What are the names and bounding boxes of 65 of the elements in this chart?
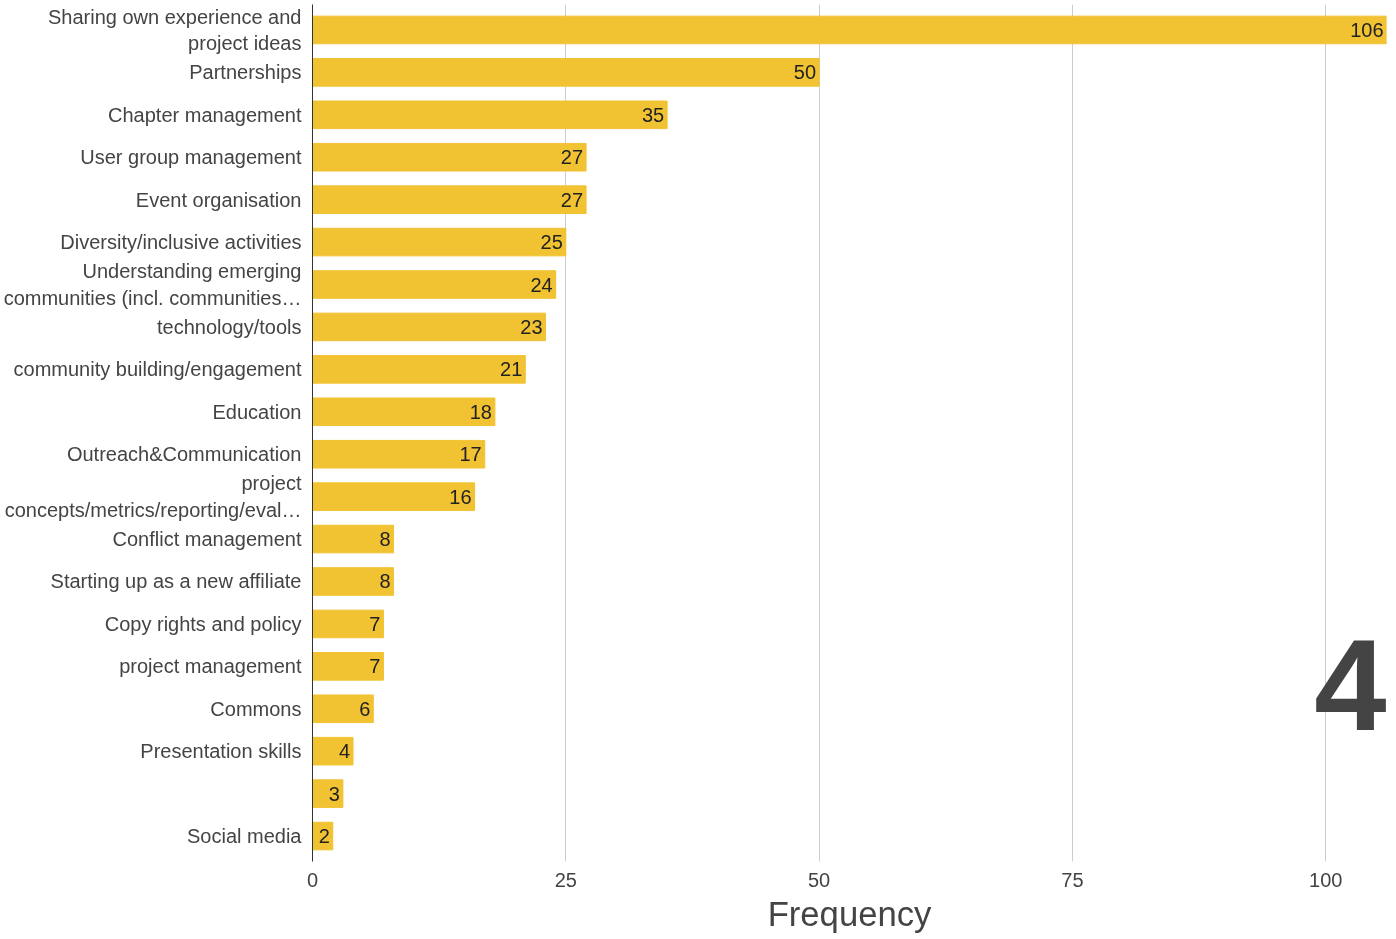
data-label: 24 bbox=[530, 273, 553, 296]
data-label: 8 bbox=[379, 528, 391, 551]
bar bbox=[312, 609, 384, 639]
data-label: 18 bbox=[469, 400, 492, 423]
y-tick-label: Event organisation bbox=[135, 188, 302, 211]
bar bbox=[312, 779, 344, 808]
bar bbox=[312, 58, 820, 87]
bar bbox=[312, 312, 547, 342]
y-tick-label: Diversity/inclusive activities bbox=[60, 231, 302, 254]
y-tick-label: Copy rights and policy bbox=[104, 612, 302, 635]
y-tick-label: community building/engagement bbox=[13, 358, 302, 381]
bar bbox=[312, 270, 557, 299]
bar bbox=[312, 185, 587, 214]
y-tick-label: Education bbox=[212, 400, 302, 423]
x-axis-title: Frequency bbox=[767, 894, 933, 933]
bar bbox=[312, 15, 1387, 45]
y-tick-label: Chapter management bbox=[108, 103, 302, 126]
data-label: 23 bbox=[520, 315, 543, 338]
bar bbox=[312, 736, 354, 766]
bar bbox=[312, 355, 526, 384]
bar bbox=[312, 227, 567, 257]
x-tick-label: 100 bbox=[1309, 868, 1343, 891]
data-label: 3 bbox=[328, 782, 340, 805]
data-label: 8 bbox=[379, 570, 391, 593]
data-label: 25 bbox=[540, 231, 563, 254]
y-tick-label: Understanding emerging communities (incl. communities… bbox=[3, 260, 302, 309]
y-tick-label: project management bbox=[119, 655, 302, 678]
y-tick-label: Commons bbox=[210, 697, 302, 720]
data-label: 6 bbox=[359, 697, 371, 720]
data-label: 27 bbox=[560, 188, 584, 211]
data-label: 7 bbox=[369, 612, 381, 635]
data-label: 16 bbox=[449, 485, 472, 508]
data-label: 50 bbox=[793, 61, 817, 84]
bar bbox=[312, 567, 395, 596]
y-tick-label: Partnerships bbox=[189, 61, 302, 84]
data-label: 7 bbox=[369, 655, 381, 678]
x-tick-label: 25 bbox=[554, 868, 577, 891]
data-label: 4 bbox=[338, 740, 351, 763]
data-label: 35 bbox=[641, 103, 665, 126]
data-label: 27 bbox=[560, 146, 584, 169]
annotation: 4 bbox=[1314, 611, 1387, 758]
bar bbox=[312, 439, 486, 469]
x-tick-label: 0 bbox=[306, 868, 319, 891]
y-tick-label: Presentation skills bbox=[140, 740, 302, 763]
bar bbox=[312, 142, 587, 172]
y-tick-label: project concepts/metrics/reporting/eval… bbox=[4, 472, 302, 521]
y-tick-label: Sharing own experience and project ideas bbox=[47, 5, 302, 55]
y-tick-label: Starting up as a new affiliate bbox=[50, 570, 302, 593]
y-tick-label: Outreach&Communication bbox=[66, 443, 302, 466]
bar bbox=[312, 397, 496, 427]
x-tick-label: 50 bbox=[807, 868, 831, 891]
bar bbox=[312, 100, 668, 130]
bar bbox=[312, 524, 395, 554]
x-tick-label: 75 bbox=[1061, 868, 1084, 891]
data-label: 17 bbox=[459, 443, 482, 466]
bar bbox=[312, 652, 384, 681]
data-label: 21 bbox=[500, 358, 523, 381]
y-tick-label: User group management bbox=[80, 146, 302, 169]
y-tick-label: Social media bbox=[187, 825, 303, 848]
bar bbox=[312, 482, 476, 511]
y-tick-label: Conflict management bbox=[112, 528, 302, 551]
y-tick-label: technology/tools bbox=[156, 315, 302, 338]
data-label: 106 bbox=[1350, 18, 1384, 41]
bar bbox=[312, 694, 374, 724]
data-label: 2 bbox=[318, 825, 330, 848]
